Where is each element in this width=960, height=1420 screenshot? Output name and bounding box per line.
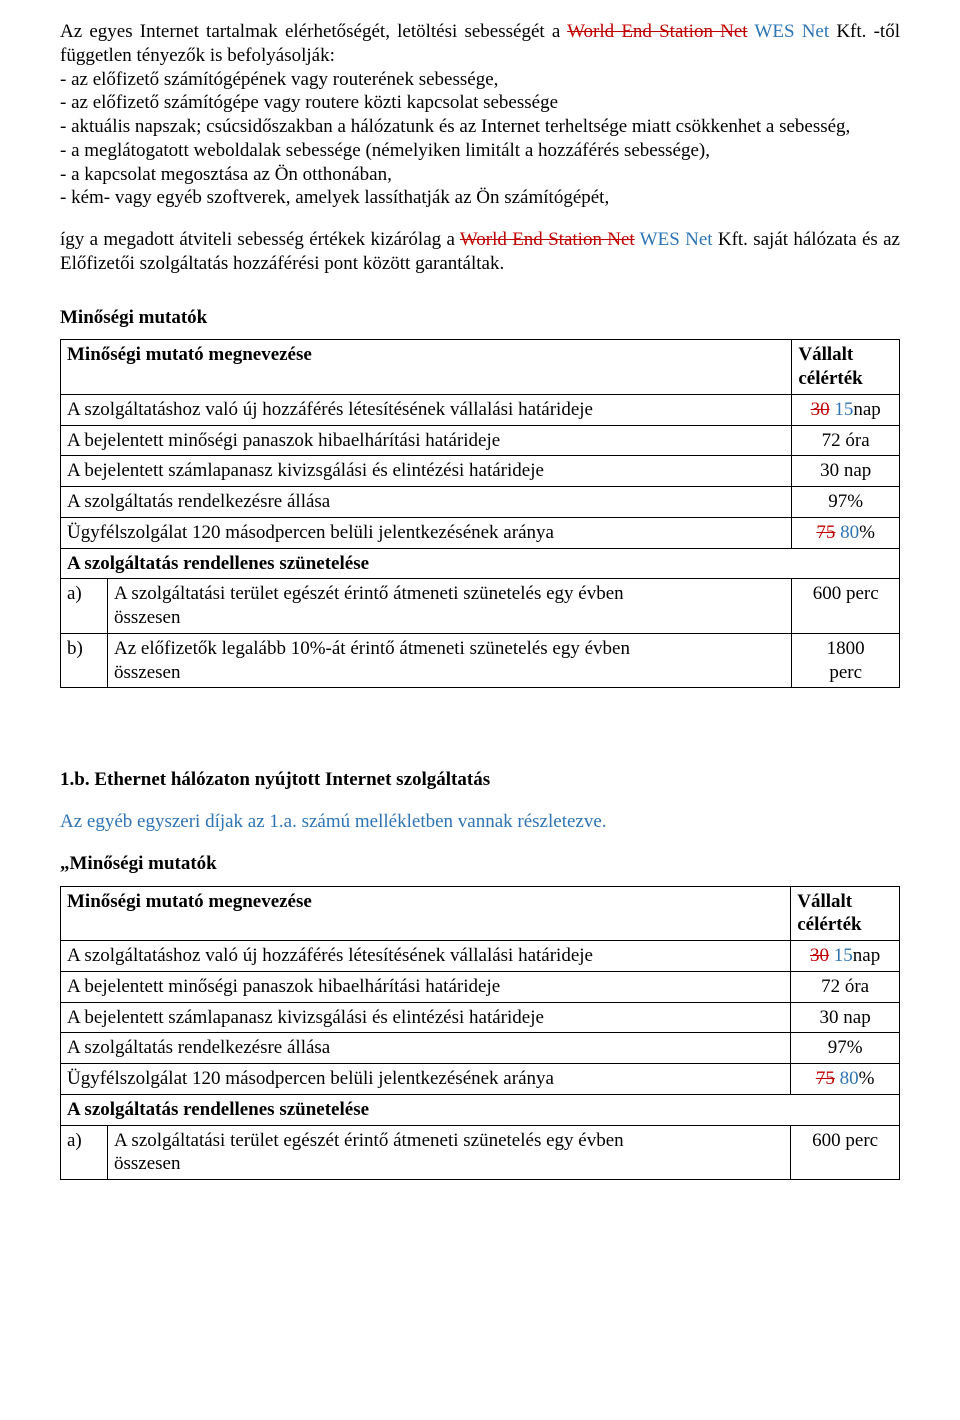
- row7-label: A szolgáltatási terület egészét érintő á…: [108, 579, 792, 634]
- table-row: A szolgáltatás rendellenes szünetelése: [61, 1094, 900, 1125]
- row8-label: Az előfizetők legalább 10%-át érintő átm…: [108, 633, 792, 688]
- section-title-1: Minőségi mutatók: [60, 306, 900, 330]
- header2-left: Minőségi mutató megnevezése: [61, 886, 791, 941]
- t2-row2-label: A bejelentett minőségi panaszok hibaelhá…: [61, 971, 791, 1002]
- table-header-row: Minőségi mutató megnevezése Vállalt célé…: [61, 886, 900, 941]
- row7-sub: a): [61, 579, 108, 634]
- row1-val-suffix: nap: [853, 399, 880, 420]
- bullet-1: - az előfizető számítógépe vagy routere …: [60, 92, 558, 113]
- bullet-5: - kém- vagy egyéb szoftverek, amelyek la…: [60, 187, 609, 208]
- row5-val-strike: 75: [816, 522, 835, 543]
- p1-blue: WES Net: [748, 21, 837, 42]
- table-row: A bejelentett számlapanasz kivizsgálási …: [61, 456, 900, 487]
- t2-row7-label-l1: A szolgáltatási terület egészét érintő á…: [114, 1130, 624, 1151]
- t2-row1-label: A szolgáltatáshoz való új hozzáférés lét…: [61, 941, 791, 972]
- row8-label-l1: Az előfizetők legalább 10%-át érintő átm…: [114, 638, 630, 659]
- row5-val-suffix: %: [859, 522, 875, 543]
- heading-1b: 1.b. Ethernet hálózaton nyújtott Interne…: [60, 768, 900, 792]
- t2-row1-val-suffix: nap: [853, 945, 880, 966]
- t2-row7-sub: a): [61, 1125, 108, 1180]
- header-right-l1: Vállalt: [798, 344, 853, 365]
- table-row: Ügyfélszolgálat 120 másodpercen belüli j…: [61, 1064, 900, 1095]
- p2-blue: WES Net: [635, 229, 718, 250]
- t2-row1-val-strike: 30: [810, 945, 829, 966]
- t2-row6-label: A szolgáltatás rendellenes szünetelése: [61, 1094, 900, 1125]
- intro-paragraph-1: Az egyes Internet tartalmak elérhetőségé…: [60, 20, 900, 210]
- row1-val-strike: 30: [811, 399, 830, 420]
- t2-row7-label: A szolgáltatási terület egészét érintő á…: [108, 1125, 791, 1180]
- table-row: a) A szolgáltatási terület egészét érint…: [61, 1125, 900, 1180]
- p2-text-a: így a megadott átviteli sebesség értékek…: [60, 229, 460, 250]
- table-row: A szolgáltatás rendellenes szünetelése: [61, 548, 900, 579]
- p2-strike: World End Station Net: [460, 229, 635, 250]
- header-right-l2: célérték: [798, 368, 862, 389]
- blue-note: Az egyéb egyszeri díjak az 1.a. számú me…: [60, 810, 900, 834]
- t2-row1-val-blue: 15: [829, 945, 853, 966]
- table-row: A szolgáltatáshoz való új hozzáférés lét…: [61, 394, 900, 425]
- p1-text-a: Az egyes Internet tartalmak elérhetőségé…: [60, 21, 567, 42]
- t2-row5-label: Ügyfélszolgálat 120 másodpercen belüli j…: [61, 1064, 791, 1095]
- t2-row3-label: A bejelentett számlapanasz kivizsgálási …: [61, 1002, 791, 1033]
- row8-val-l1: 1800: [827, 638, 865, 659]
- row4-val: 97%: [792, 487, 900, 518]
- intro-paragraph-2: így a megadott átviteli sebesség értékek…: [60, 228, 900, 276]
- t2-row5-val: 75 80%: [791, 1064, 900, 1095]
- header2-right-l1: Vállalt: [797, 891, 852, 912]
- document-page: Az egyes Internet tartalmak elérhetőségé…: [0, 0, 960, 1420]
- t2-row1-val: 30 15nap: [791, 941, 900, 972]
- bullet-3: - a meglátogatott weboldalak sebessége (…: [60, 140, 710, 161]
- header-right: Vállalt célérték: [792, 340, 900, 395]
- t2-row3-val: 30 nap: [791, 1002, 900, 1033]
- table-row: A szolgáltatáshoz való új hozzáférés lét…: [61, 941, 900, 972]
- header2-right: Vállalt célérték: [791, 886, 900, 941]
- table-row: Ügyfélszolgálat 120 másodpercen belüli j…: [61, 517, 900, 548]
- row8-label-l2: összesen: [114, 662, 180, 683]
- row4-label: A szolgáltatás rendelkezésre állása: [61, 487, 792, 518]
- header2-right-l2: célérték: [797, 914, 861, 935]
- table-row: A bejelentett minőségi panaszok hibaelhá…: [61, 971, 900, 1002]
- table-row: A szolgáltatás rendelkezésre állása 97%: [61, 1033, 900, 1064]
- table-header-row: Minőségi mutató megnevezése Vállalt célé…: [61, 340, 900, 395]
- table-row: b) Az előfizetők legalább 10%-át érintő …: [61, 633, 900, 688]
- t2-row2-val: 72 óra: [791, 971, 900, 1002]
- row7-val: 600 perc: [792, 579, 900, 634]
- row8-sub: b): [61, 633, 108, 688]
- table-row: A szolgáltatás rendelkezésre állása 97%: [61, 487, 900, 518]
- row5-val: 75 80%: [792, 517, 900, 548]
- row1-val-blue: 15: [830, 399, 854, 420]
- row3-label: A bejelentett számlapanasz kivizsgálási …: [61, 456, 792, 487]
- t2-row7-val: 600 perc: [791, 1125, 900, 1180]
- row8-val: 1800 perc: [792, 633, 900, 688]
- bullet-4: - a kapcsolat megosztása az Ön otthonába…: [60, 164, 392, 185]
- row1-label: A szolgáltatáshoz való új hozzáférés lét…: [61, 394, 792, 425]
- table-row: A bejelentett számlapanasz kivizsgálási …: [61, 1002, 900, 1033]
- t2-row5-val-suffix: %: [859, 1068, 875, 1089]
- row6-label: A szolgáltatás rendellenes szünetelése: [61, 548, 900, 579]
- row5-label: Ügyfélszolgálat 120 másodpercen belüli j…: [61, 517, 792, 548]
- row3-val: 30 nap: [792, 456, 900, 487]
- table-row: A bejelentett minőségi panaszok hibaelhá…: [61, 425, 900, 456]
- t2-row7-label-l2: összesen: [114, 1153, 180, 1174]
- quality-table-1: Minőségi mutató megnevezése Vállalt célé…: [60, 339, 900, 688]
- row1-val: 30 15nap: [792, 394, 900, 425]
- row2-label: A bejelentett minőségi panaszok hibaelhá…: [61, 425, 792, 456]
- bullet-2: - aktuális napszak; csúcsidőszakban a há…: [60, 116, 850, 137]
- row5-val-blue: 80: [835, 522, 859, 543]
- table-row: a) A szolgáltatási terület egészét érint…: [61, 579, 900, 634]
- t2-row5-val-blue: 80: [835, 1068, 859, 1089]
- t2-row4-val: 97%: [791, 1033, 900, 1064]
- row7-label-l2: összesen: [114, 607, 180, 628]
- t2-row5-val-strike: 75: [816, 1068, 835, 1089]
- quality-table-2: Minőségi mutató megnevezése Vállalt célé…: [60, 886, 900, 1181]
- row7-label-l1: A szolgáltatási terület egészét érintő á…: [114, 583, 624, 604]
- row8-val-l2: perc: [829, 662, 862, 683]
- bullet-0: - az előfizető számítógépének vagy route…: [60, 69, 498, 90]
- p1-strike: World End Station Net: [567, 21, 747, 42]
- row2-val: 72 óra: [792, 425, 900, 456]
- t2-row4-label: A szolgáltatás rendelkezésre állása: [61, 1033, 791, 1064]
- section-title-2: „Minőségi mutatók: [60, 852, 900, 876]
- header-left: Minőségi mutató megnevezése: [61, 340, 792, 395]
